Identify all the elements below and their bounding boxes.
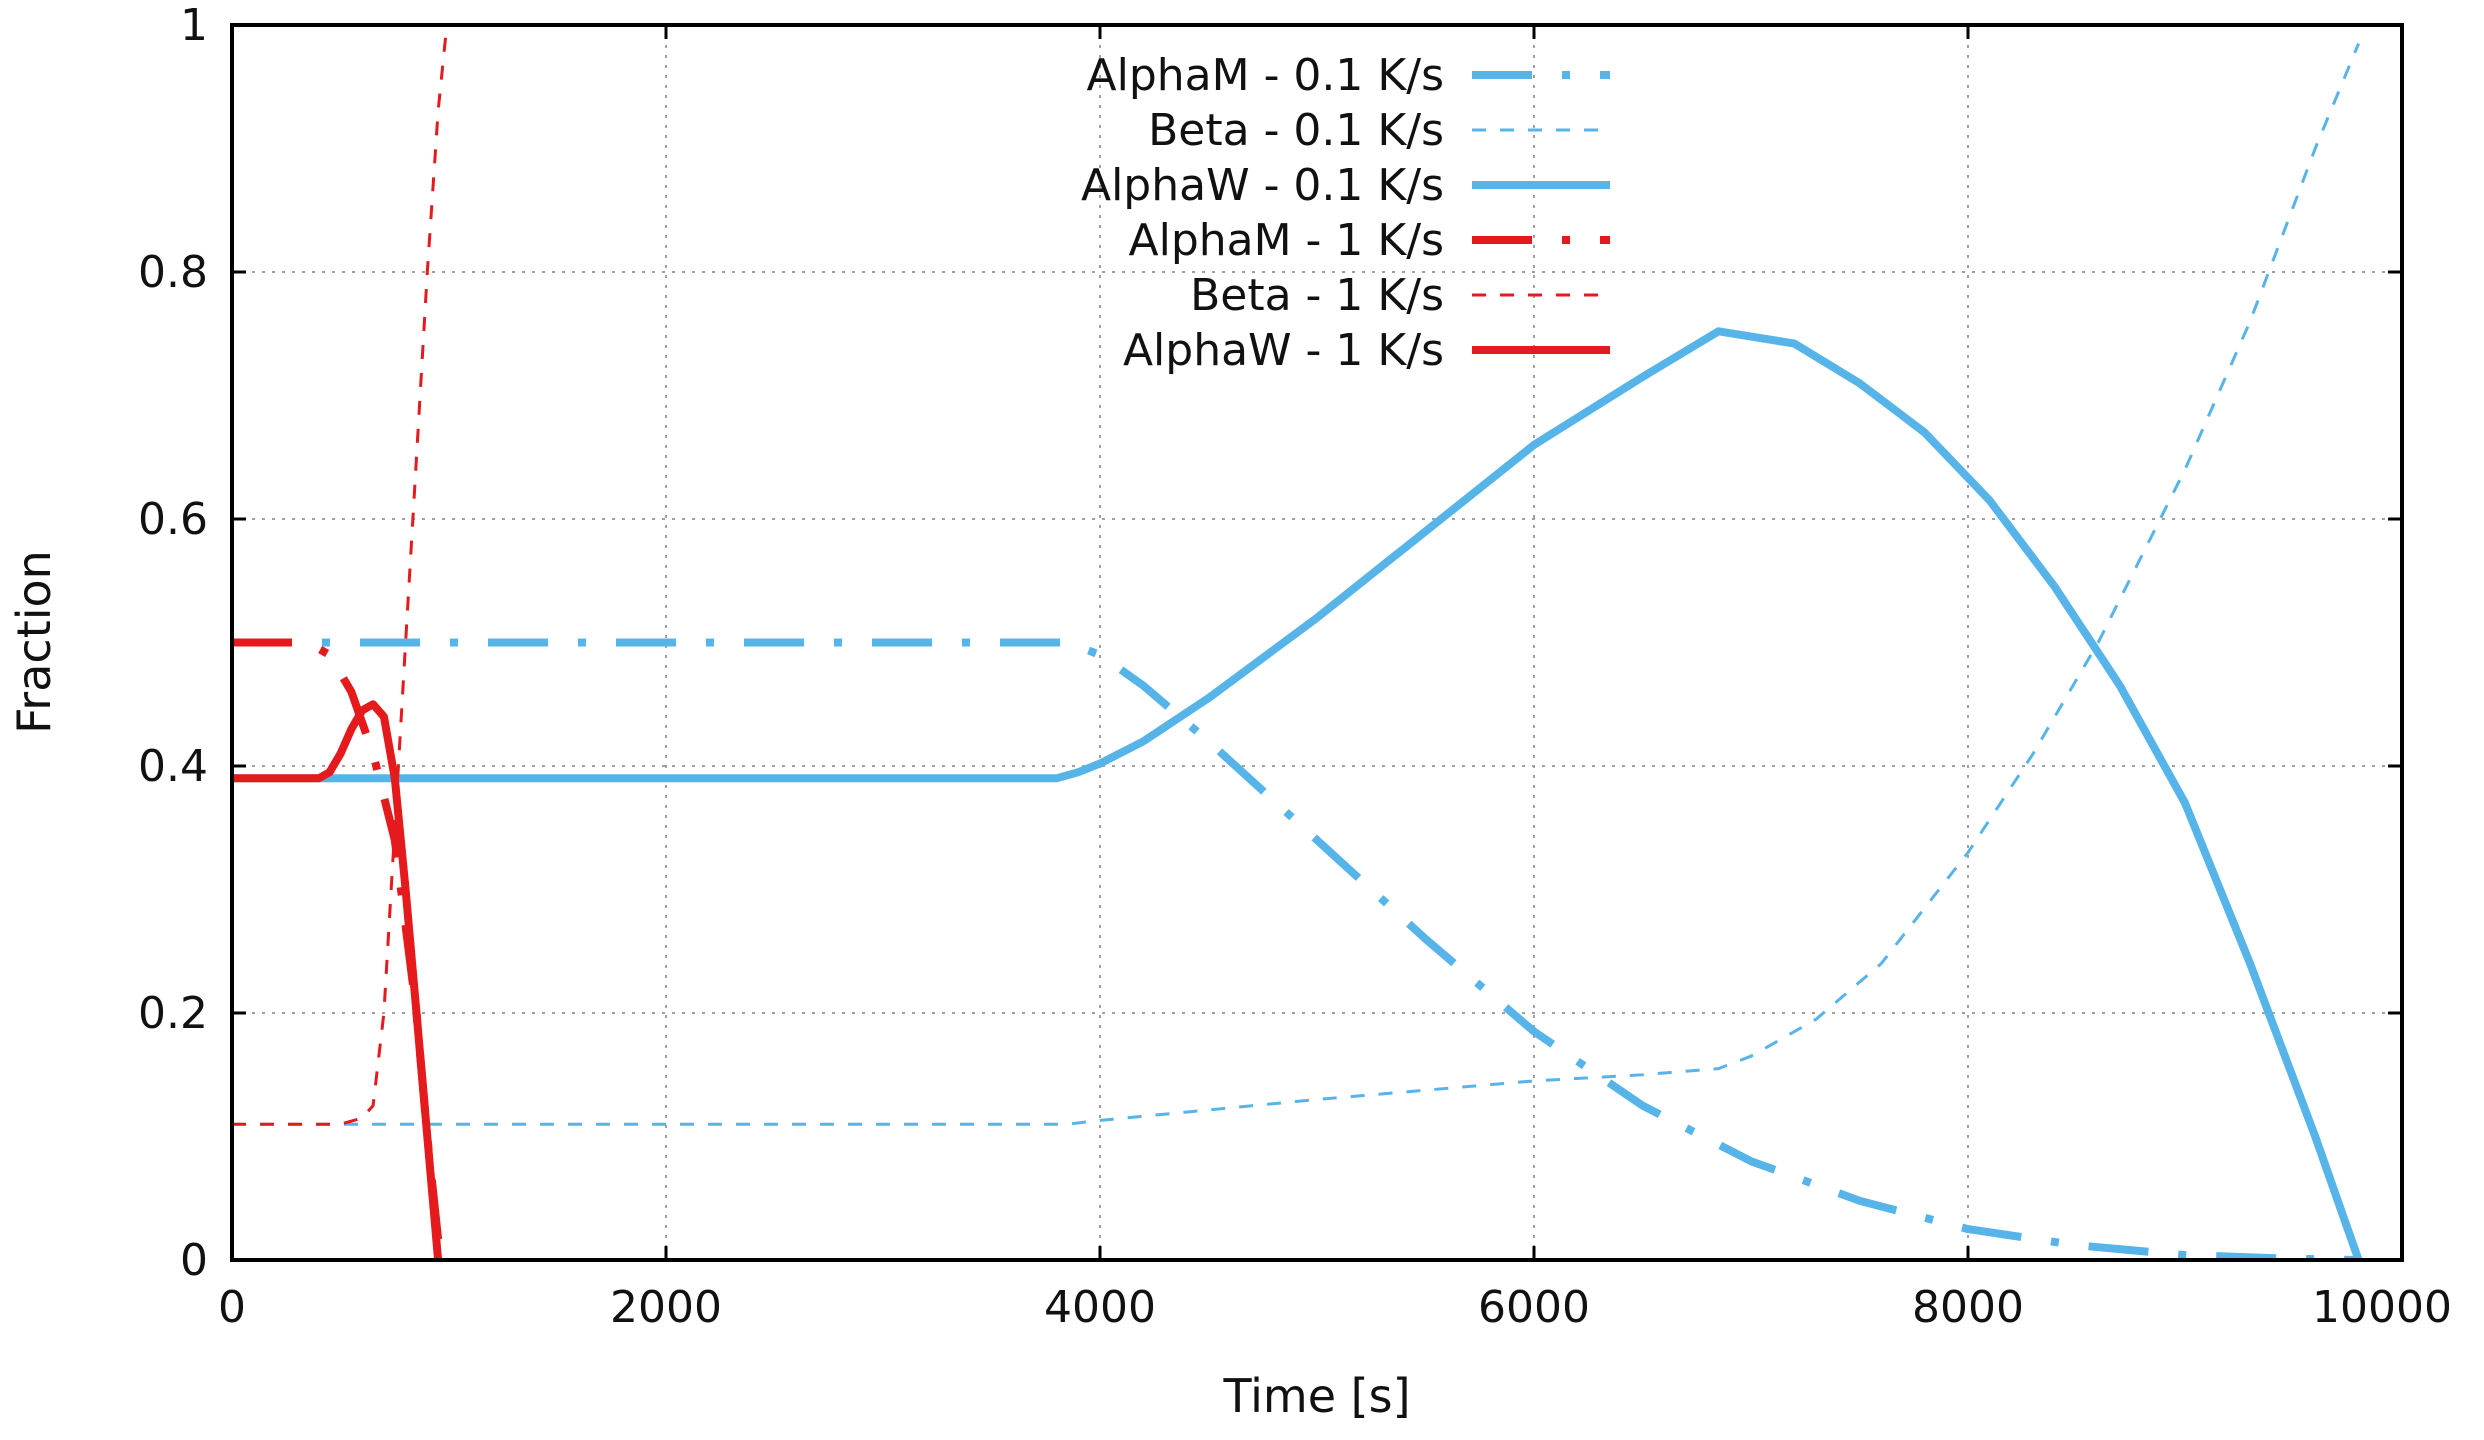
series-line bbox=[232, 25, 449, 1126]
y-tick-label: 0.4 bbox=[138, 741, 208, 792]
legend-label: AlphaW - 0.1 K/s bbox=[1081, 160, 1444, 211]
series-line bbox=[232, 327, 2363, 1260]
series-line bbox=[232, 638, 2359, 1260]
y-tick-label: 0.8 bbox=[138, 247, 208, 298]
y-axis-title: Fraction bbox=[7, 550, 61, 734]
x-axis-title: Time [s] bbox=[1222, 1369, 1410, 1423]
plot-frame bbox=[230, 23, 2404, 1262]
y-tick-label: 0 bbox=[180, 1235, 208, 1286]
x-tick-label: 4000 bbox=[1044, 1282, 1156, 1333]
y-tick-label: 0.6 bbox=[138, 494, 208, 545]
series-line bbox=[232, 700, 443, 1260]
legend-label: Beta - 1 K/s bbox=[1190, 270, 1444, 321]
legend-label: AlphaM - 1 K/s bbox=[1129, 215, 1445, 266]
grid bbox=[232, 25, 2402, 1260]
ticks bbox=[230, 23, 2404, 1262]
series-layer bbox=[232, 25, 2363, 1260]
y-tick-label: 0.2 bbox=[138, 988, 208, 1039]
y-tick-label: 1 bbox=[180, 0, 208, 51]
x-tick-label: 10000 bbox=[2312, 1282, 2452, 1333]
legend-label: AlphaM - 0.1 K/s bbox=[1087, 50, 1444, 101]
x-tick-label: 8000 bbox=[1912, 1282, 2024, 1333]
x-tick-label: 6000 bbox=[1478, 1282, 1590, 1333]
legend-label: AlphaW - 1 K/s bbox=[1123, 325, 1444, 376]
series-line bbox=[232, 42, 2360, 1126]
legend-label: Beta - 0.1 K/s bbox=[1148, 105, 1444, 156]
x-tick-label: 2000 bbox=[610, 1282, 722, 1333]
x-tick-label: 0 bbox=[218, 1282, 246, 1333]
tick-labels: 0 2000 4000 6000 8000 10000 0 0.2 0.4 0.6 0.8 1 bbox=[138, 0, 2452, 1333]
